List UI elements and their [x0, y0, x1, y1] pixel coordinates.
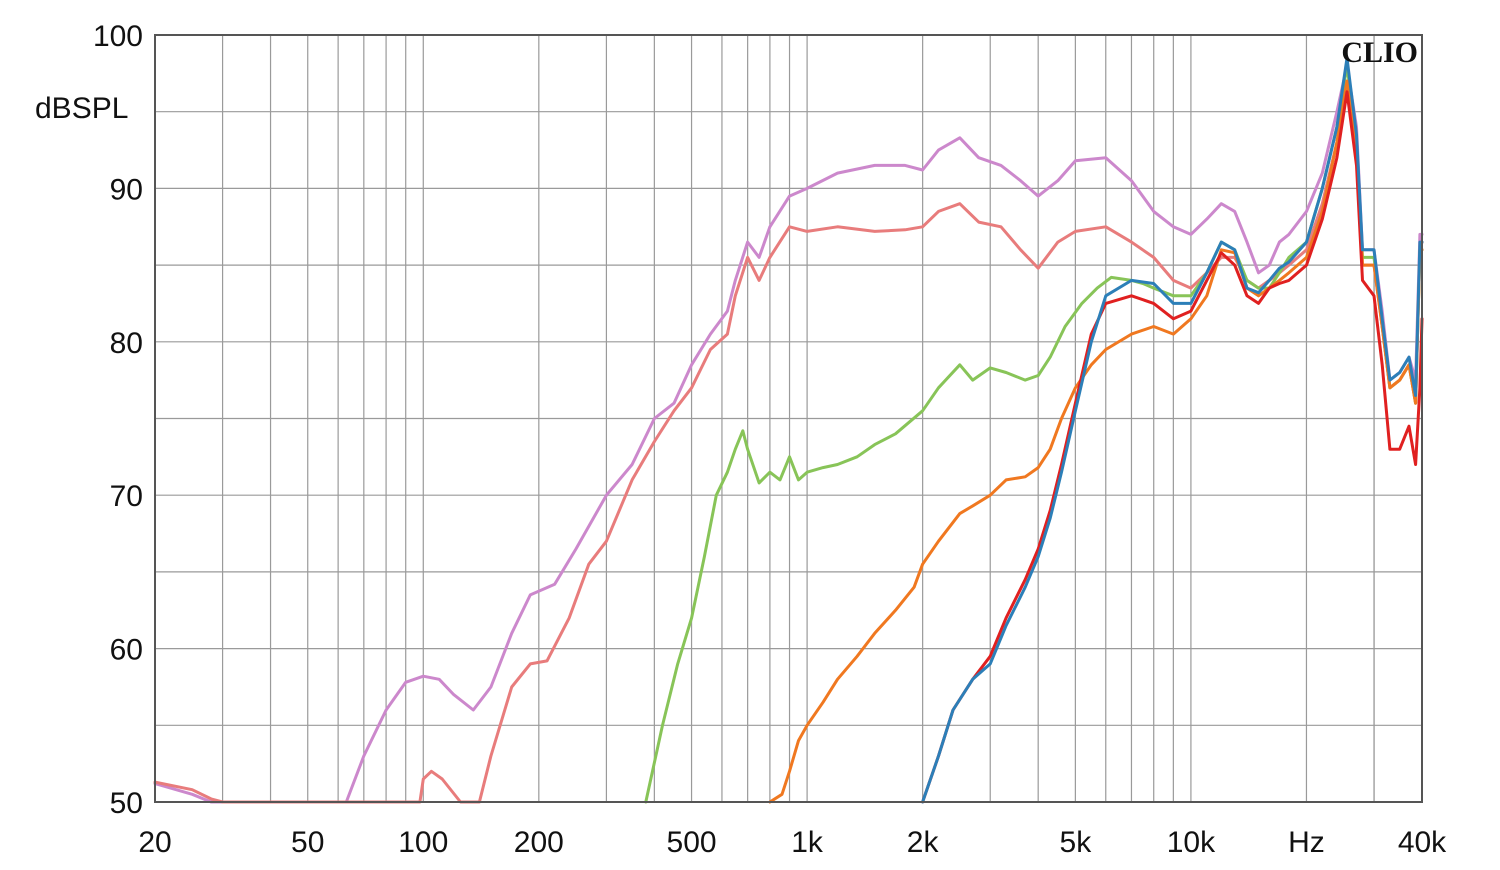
x-tick-label: 2k — [907, 826, 940, 859]
x-tick-label: 10k — [1167, 826, 1216, 859]
x-tick-label: 500 — [667, 826, 717, 859]
x-tick-label: 1k — [791, 826, 824, 859]
plot-frame — [154, 34, 1423, 803]
grid — [155, 35, 1422, 802]
y-tick-label: 50 — [110, 787, 143, 820]
x-tick-label: 50 — [291, 826, 324, 859]
x-tick-label: 200 — [514, 826, 564, 859]
x-tick-label: 40k — [1398, 826, 1447, 859]
x-tick-label: 100 — [398, 826, 448, 859]
series-line-6 — [921, 56, 1424, 804]
y-tick-label: 80 — [110, 327, 143, 360]
series-layer — [153, 56, 1424, 804]
y-tick-label: 60 — [110, 634, 143, 667]
x-axis-tick-labels: 20 50 100 200 500 1k 2k 5k 10k Hz 40k — [138, 826, 1447, 859]
y-axis-label: dBSPL — [35, 92, 128, 125]
y-axis-tick-labels: 50 60 70 80 90 100 — [93, 20, 143, 820]
x-tick-label: 20 — [138, 826, 171, 859]
y-tick-label: 70 — [110, 480, 143, 513]
series-line-1 — [153, 64, 1424, 804]
series-line-4 — [768, 79, 1424, 804]
x-tick-label: 5k — [1060, 826, 1093, 859]
brand-label: CLIO — [1341, 36, 1418, 69]
series-line-3 — [644, 64, 1424, 804]
y-tick-label: 90 — [110, 173, 143, 206]
x-tick-label: Hz — [1288, 826, 1325, 859]
y-tick-label: 100 — [93, 20, 143, 53]
series-line-5 — [921, 90, 1424, 804]
series-line-2 — [153, 79, 1424, 804]
